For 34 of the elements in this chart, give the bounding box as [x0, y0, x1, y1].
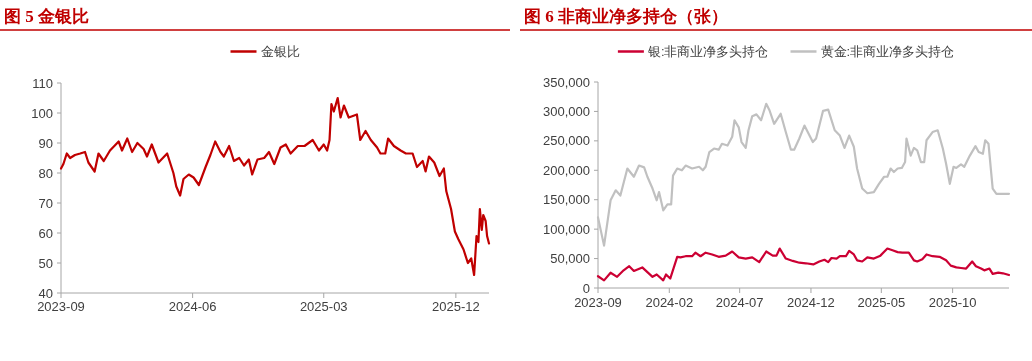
x-tick-label: 2025-05 [857, 295, 906, 310]
y-tick-label: 150,000 [543, 192, 590, 208]
y-tick-label: 40 [38, 285, 53, 301]
x-tick-label: 2023-09 [37, 299, 85, 314]
y-tick-label: 100 [31, 105, 53, 121]
x-tick-label: 2024-07 [715, 295, 764, 310]
x-tick-label: 2025-03 [299, 299, 348, 314]
y-tick-label: 100,000 [543, 221, 590, 237]
x-tick-label: 2024-12 [787, 295, 835, 310]
chart-title: 图 5 金银比 [4, 7, 89, 26]
line-series [59, 96, 491, 277]
y-tick-label: 90 [38, 135, 53, 151]
legend-label: 银:非商业净多头持仓 [646, 44, 769, 59]
x-tick-label: 2024-06 [168, 299, 217, 314]
y-tick-label: 60 [38, 225, 53, 241]
y-tick-label: 300,000 [543, 103, 590, 119]
y-tick-label: 350,000 [543, 74, 590, 90]
chart-title: 图 6 非商业净多持仓（张） [524, 7, 728, 26]
y-tick-label: 50 [38, 255, 53, 271]
y-tick-label: 0 [582, 280, 590, 296]
legend-label: 金银比 [260, 44, 300, 59]
y-tick-label: 70 [38, 195, 53, 211]
y-tick-label: 250,000 [543, 133, 590, 149]
x-tick-label: 2023-09 [574, 295, 622, 310]
x-tick-label: 2025-12 [432, 299, 480, 314]
line-series [596, 247, 1011, 282]
x-tick-label: 2025-10 [928, 295, 977, 310]
x-tick-label: 2024-02 [645, 295, 694, 310]
y-tick-label: 80 [38, 165, 53, 181]
y-tick-label: 110 [32, 75, 53, 91]
y-tick-label: 50,000 [550, 251, 590, 267]
y-tick-label: 200,000 [543, 162, 590, 178]
legend-label: 黄金:非商业净多头持仓 [820, 44, 955, 59]
line-series [596, 102, 1011, 247]
